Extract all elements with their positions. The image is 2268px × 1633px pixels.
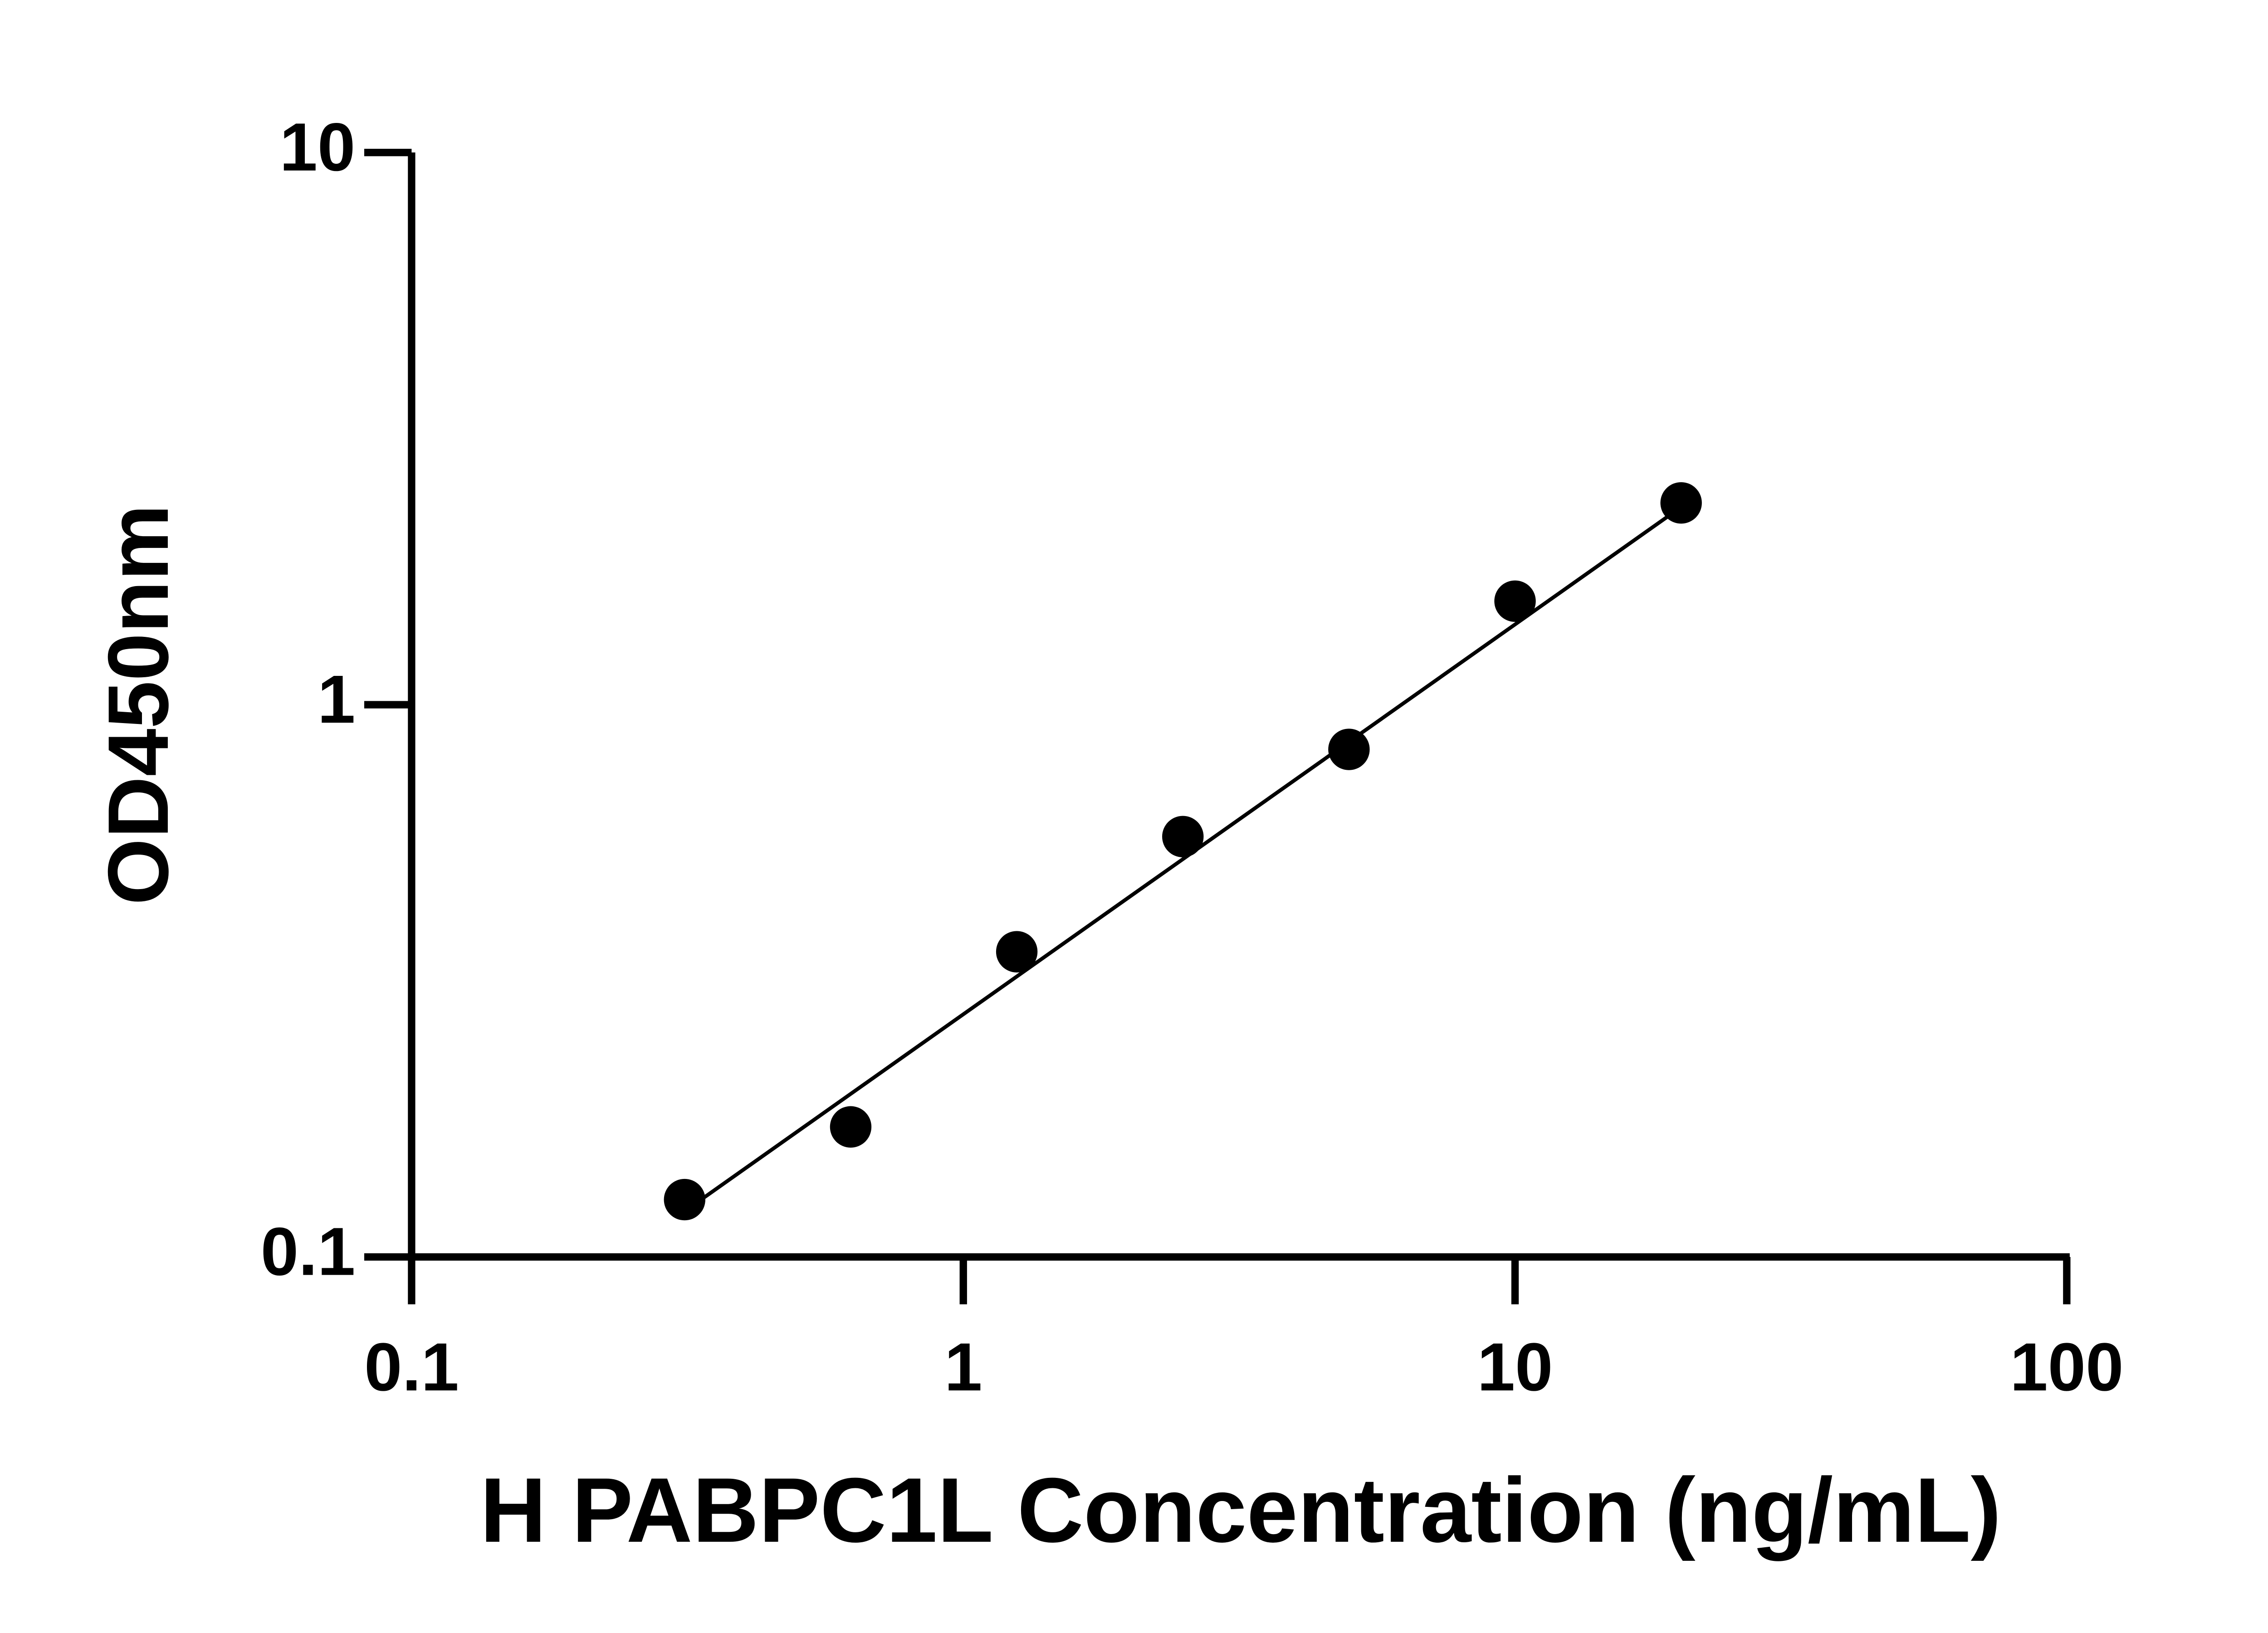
x-tick-label: 100 <box>2010 1329 2123 1405</box>
data-point <box>1660 482 1702 524</box>
data-point <box>1328 728 1370 770</box>
y-axis-label: OD450nm <box>91 504 186 905</box>
x-tick-label: 1 <box>944 1329 982 1405</box>
y-tick-label: 10 <box>279 109 355 185</box>
fit-line <box>683 505 1682 1213</box>
data-point <box>996 931 1038 973</box>
x-tick-label: 10 <box>1477 1329 1553 1405</box>
y-tick-label: 1 <box>318 661 356 737</box>
data-point <box>664 1178 705 1221</box>
x-tick-label: 0.1 <box>364 1329 459 1405</box>
data-point <box>830 1106 872 1148</box>
y-tick-label: 0.1 <box>261 1213 356 1290</box>
x-axis-label: H PABPC1L Concentration (ng/mL) <box>480 1459 2001 1561</box>
data-point <box>1494 580 1536 622</box>
data-point <box>1162 816 1204 858</box>
